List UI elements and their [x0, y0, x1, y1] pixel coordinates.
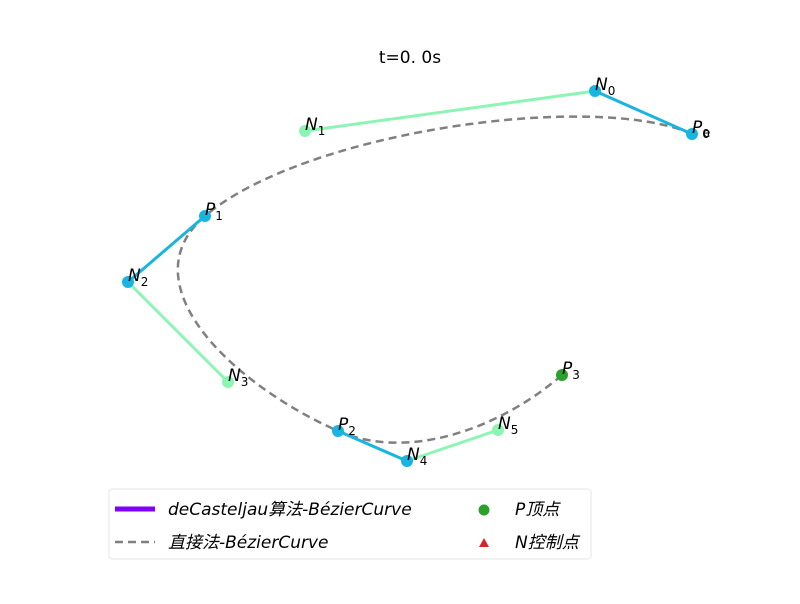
- legend-label-1: 直接法-BézierCurve: [168, 533, 329, 553]
- overlap-label-0: e: [703, 126, 710, 140]
- legend-label-0: deCasteljau算法-BézierCurve: [168, 500, 412, 520]
- direct-bezier-curve-2: [338, 375, 562, 443]
- control-label-3: N3: [228, 366, 248, 389]
- legend-label-3: N控制点: [515, 533, 581, 553]
- direct-bezier-curve-1: [178, 216, 338, 431]
- control-label-2: N2: [128, 266, 148, 289]
- control-label-0: N0: [595, 75, 615, 98]
- direct-curve-group: [178, 117, 692, 443]
- direct-bezier-curve-0: [205, 117, 692, 216]
- legend: deCasteljau算法-BézierCurve 直接法-BézierCurve…: [109, 489, 591, 559]
- legend-label-2: P顶点: [515, 500, 561, 520]
- point-group: [122, 85, 698, 467]
- legend-marker-circle: [479, 505, 490, 516]
- vertex-label-3: P3: [562, 359, 580, 382]
- chart-title: t=0. 0s: [379, 48, 441, 68]
- control-label-5: N5: [498, 414, 518, 437]
- control-segment-3: [128, 282, 228, 382]
- control-segment-group: [128, 91, 692, 461]
- control-segment-1: [305, 91, 595, 131]
- vertex-label-2: P2: [338, 415, 356, 438]
- control-label-1: N1: [305, 115, 325, 138]
- control-label-4: N4: [407, 445, 427, 468]
